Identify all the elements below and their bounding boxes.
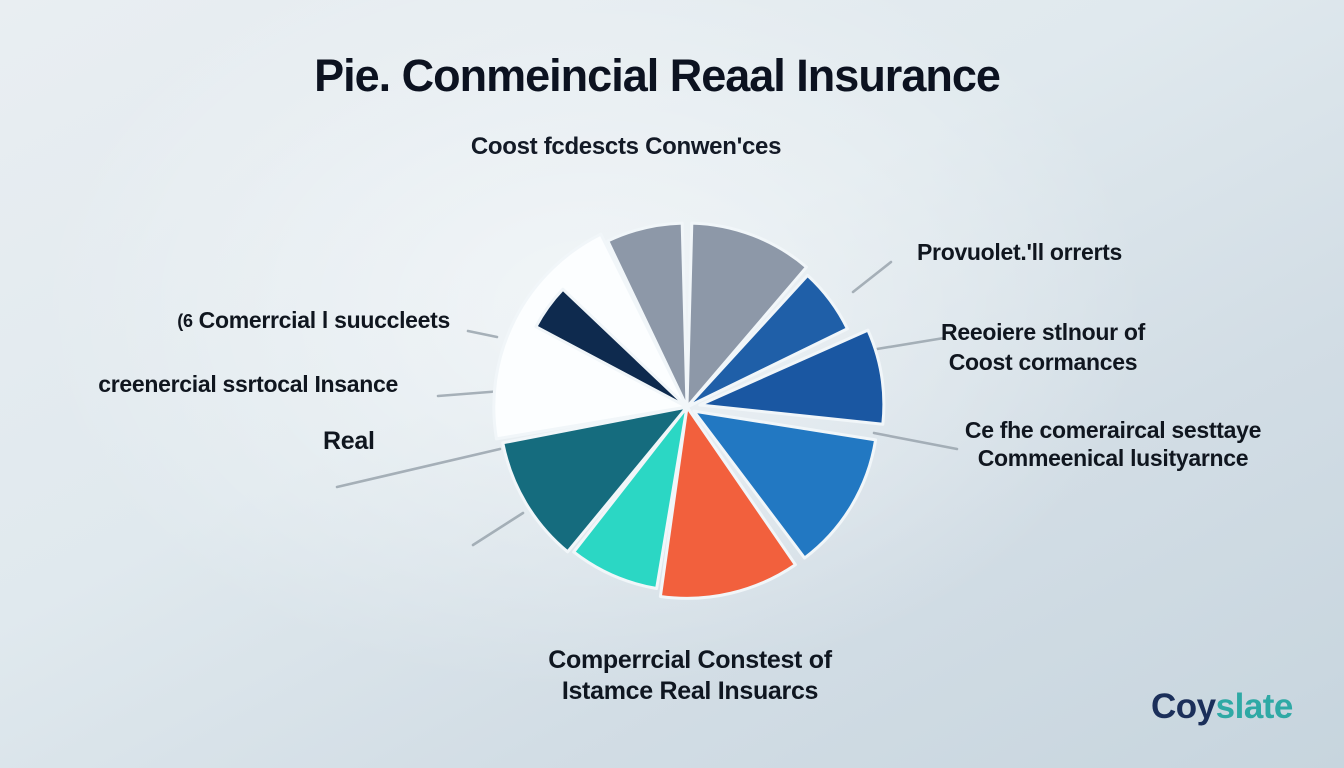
label-right-cost-line1: Reeoiere stlnour of	[941, 319, 1145, 345]
leader-line	[436, 389, 504, 398]
leader-line	[335, 447, 502, 489]
pie-slice-navy-overlay	[534, 287, 689, 409]
label-right-coverage-line2: Commeenical lusityarnce	[977, 445, 1249, 471]
label-left-real: Real	[323, 427, 375, 455]
label-left-commercial: (6 Comerrcial l suuccleets	[177, 305, 450, 337]
label-left-insurance: creenercial ssrtocal Insance	[98, 371, 398, 397]
label-right-providers: Provuolet.'ll orrerts	[917, 239, 1122, 265]
leader-line	[875, 336, 946, 351]
leader-line	[851, 260, 893, 294]
quote-glyph-icon: (6	[177, 311, 193, 331]
leader-line	[471, 511, 525, 547]
caption-line2: Istamce Real Insuarcs	[561, 677, 819, 705]
label-right-coverage-line1: Ce fhe comeraircal sesttaye	[964, 417, 1262, 443]
pie-slice-gray-left	[606, 221, 689, 409]
logo-text-secondary: slate	[1215, 687, 1294, 726]
leader-line	[466, 329, 499, 339]
label-right-coverage: Ce fhe comeraircal sesttaye Commeenical l…	[965, 416, 1261, 472]
label-left-commercial-text: Comerrcial l suuccleets	[198, 307, 451, 333]
pie-slice-blue-bright	[692, 409, 878, 560]
pie-slice-teal-dark	[501, 405, 689, 554]
label-right-cost: Reeoiere stlnour of Coost cormances	[941, 317, 1145, 377]
pie-slice-turquoise	[572, 405, 689, 590]
pie-slice-orange	[658, 405, 797, 600]
leader-line	[872, 431, 959, 451]
pie-slice-blue-mid-right	[698, 328, 886, 426]
chart-caption: Comperrcial Constest of Istamce Real Insu…	[548, 645, 832, 707]
logo-text-primary: Coy	[1151, 687, 1216, 726]
subtitle: Coost fcdescts Conwen'ces	[470, 133, 782, 160]
label-right-cost-line2: Coost cormances	[948, 349, 1138, 375]
pie-slice-blue-mid-upper	[685, 273, 849, 409]
caption-line1: Comperrcial Constest of	[548, 646, 832, 674]
pie-slice-gray-right	[685, 221, 808, 409]
page-title: Pie. Conmeincial Reaal Insurance	[314, 50, 1001, 101]
brand-logo: Coyslate	[1151, 687, 1293, 727]
